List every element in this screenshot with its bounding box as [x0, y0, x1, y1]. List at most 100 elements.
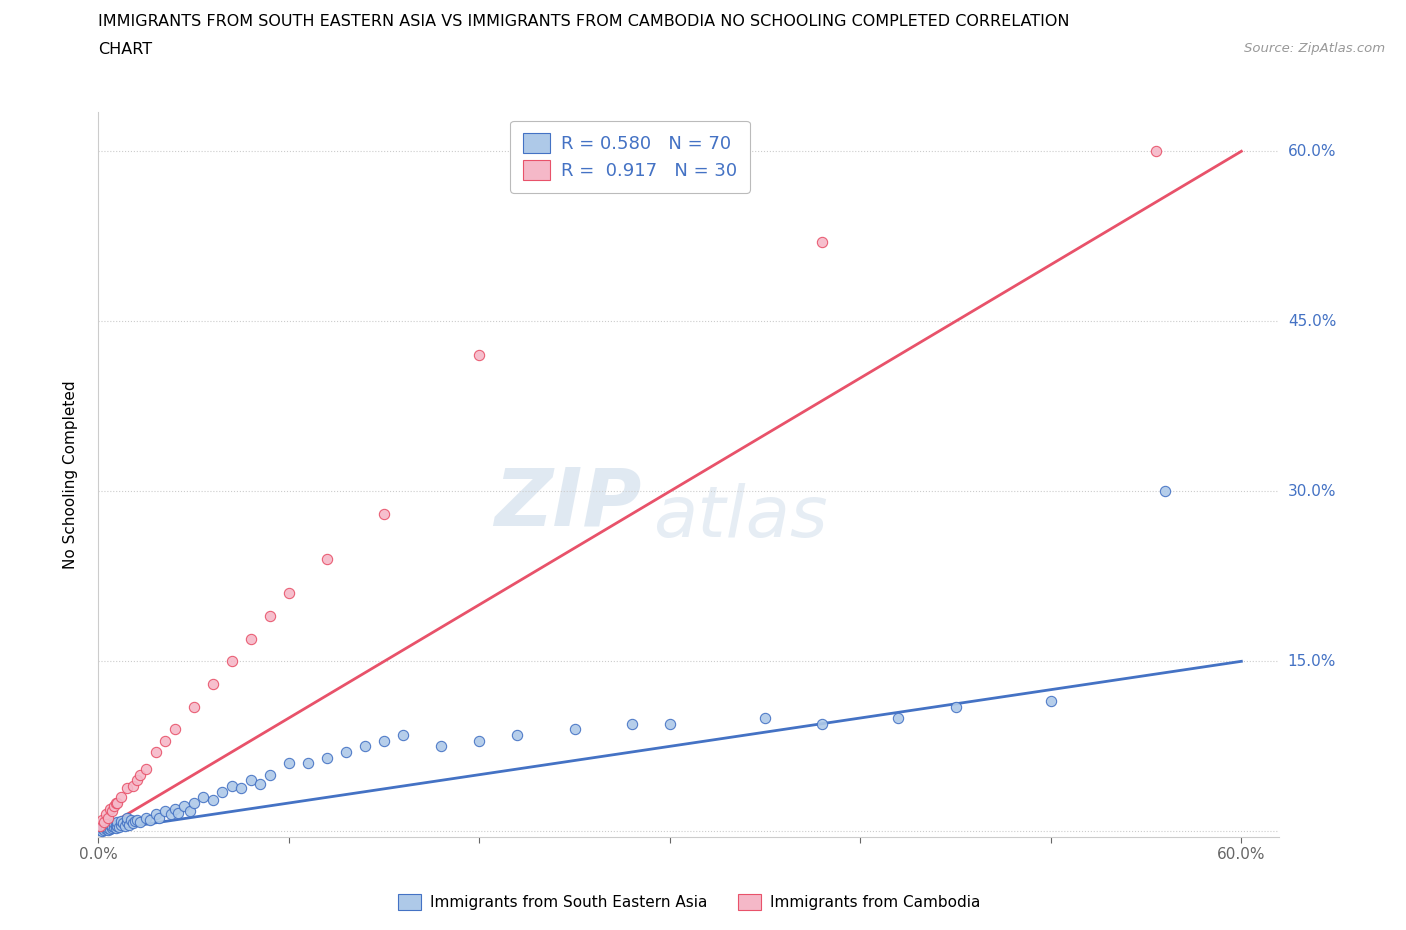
- Point: [121, 816, 143, 830]
- Point: [183, 795, 205, 810]
- Point: [145, 807, 167, 822]
- Point: [125, 773, 148, 788]
- Point: [145, 745, 167, 760]
- Point: [98, 802, 121, 817]
- Point: [153, 804, 176, 818]
- Point: [91, 824, 114, 839]
- Point: [120, 813, 142, 828]
- Point: [97, 820, 120, 835]
- Point: [107, 815, 129, 830]
- Text: 15.0%: 15.0%: [1288, 654, 1336, 669]
- Point: [249, 777, 271, 791]
- Point: [945, 699, 967, 714]
- Point: [239, 773, 262, 788]
- Point: [91, 813, 114, 828]
- Point: [148, 810, 170, 825]
- Text: 45.0%: 45.0%: [1288, 313, 1336, 329]
- Point: [277, 586, 299, 601]
- Point: [754, 711, 776, 725]
- Point: [115, 810, 138, 825]
- Point: [221, 778, 243, 793]
- Point: [811, 716, 834, 731]
- Point: [93, 815, 115, 830]
- Point: [1039, 694, 1062, 709]
- Point: [104, 795, 127, 810]
- Point: [173, 799, 195, 814]
- Point: [107, 795, 129, 810]
- Point: [277, 756, 299, 771]
- Point: [335, 745, 357, 760]
- Point: [354, 738, 377, 753]
- Legend: Immigrants from South Eastern Asia, Immigrants from Cambodia: Immigrants from South Eastern Asia, Immi…: [392, 888, 986, 916]
- Point: [135, 762, 157, 777]
- Point: [221, 654, 243, 669]
- Point: [167, 805, 190, 820]
- Point: [620, 716, 643, 731]
- Point: [193, 790, 215, 804]
- Point: [110, 817, 132, 832]
- Point: [103, 799, 125, 814]
- Point: [468, 733, 491, 748]
- Point: [115, 781, 138, 796]
- Point: [121, 778, 143, 793]
- Point: [118, 817, 141, 832]
- Point: [239, 631, 262, 646]
- Point: [114, 818, 136, 833]
- Point: [201, 792, 224, 807]
- Point: [506, 727, 529, 742]
- Point: [108, 819, 131, 834]
- Point: [163, 802, 186, 817]
- Point: [179, 804, 201, 818]
- Point: [104, 817, 127, 832]
- Text: 30.0%: 30.0%: [1288, 484, 1336, 498]
- Text: atlas: atlas: [654, 484, 828, 552]
- Point: [97, 810, 120, 825]
- Point: [98, 821, 121, 836]
- Point: [430, 738, 453, 753]
- Point: [94, 819, 117, 834]
- Point: [297, 756, 319, 771]
- Text: CHART: CHART: [98, 42, 152, 57]
- Point: [468, 348, 491, 363]
- Point: [259, 767, 281, 782]
- Point: [201, 676, 224, 691]
- Point: [316, 551, 339, 566]
- Point: [93, 823, 115, 838]
- Point: [887, 711, 910, 725]
- Point: [135, 810, 157, 825]
- Point: [97, 823, 120, 838]
- Point: [125, 813, 148, 828]
- Point: [259, 608, 281, 623]
- Point: [94, 821, 117, 836]
- Point: [159, 807, 181, 822]
- Point: [211, 784, 233, 799]
- Point: [564, 722, 586, 737]
- Point: [100, 804, 122, 818]
- Point: [100, 818, 122, 833]
- Point: [153, 733, 176, 748]
- Point: [316, 751, 339, 765]
- Point: [231, 781, 253, 796]
- Text: ZIP: ZIP: [495, 464, 641, 542]
- Point: [94, 807, 117, 822]
- Point: [103, 816, 125, 830]
- Point: [115, 815, 138, 830]
- Point: [1154, 484, 1177, 498]
- Point: [392, 727, 415, 742]
- Point: [658, 716, 681, 731]
- Point: [93, 818, 115, 833]
- Point: [89, 818, 111, 833]
- Text: Source: ZipAtlas.com: Source: ZipAtlas.com: [1244, 42, 1385, 55]
- Point: [139, 813, 162, 828]
- Y-axis label: No Schooling Completed: No Schooling Completed: [63, 380, 77, 568]
- Point: [129, 815, 152, 830]
- Point: [110, 814, 132, 829]
- Point: [110, 790, 132, 804]
- Point: [129, 767, 152, 782]
- Point: [373, 507, 395, 522]
- Point: [373, 733, 395, 748]
- Point: [91, 820, 114, 835]
- Point: [107, 818, 129, 833]
- Point: [163, 722, 186, 737]
- Point: [103, 819, 125, 834]
